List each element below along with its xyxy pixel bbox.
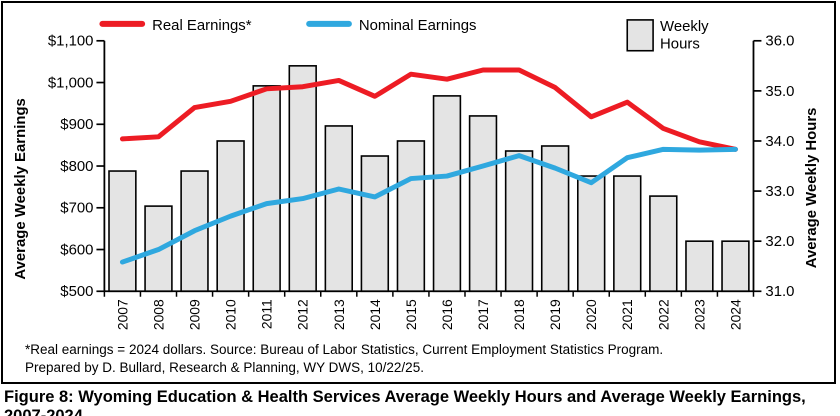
- bar-weekly-hours-2012: [288, 65, 317, 293]
- left-axis-label-800: $800: [60, 159, 93, 175]
- x-axis-year-label-2021: 2021: [619, 299, 635, 330]
- legend-real-earnings-label: Real Earnings*: [152, 18, 252, 34]
- bar-weekly-hours-2011: [252, 85, 281, 293]
- x-axis-year-label-2022: 2022: [655, 299, 671, 330]
- bar-weekly-hours-2018: [504, 150, 534, 293]
- x-axis-year-label-2013: 2013: [331, 299, 347, 330]
- source-note-line1: *Real earnings = 2024 dollars. Source: B…: [25, 342, 664, 357]
- x-axis-year-label-2018: 2018: [511, 299, 527, 330]
- bar-weekly-hours-2023: [685, 240, 714, 293]
- chart-frame: $500 $600 $700 $800 $900 $1,000 $1,100 31.0 32.0…: [1, 1, 836, 384]
- figure-caption: Figure 8: Wyoming Education & Health Ser…: [4, 388, 806, 416]
- x-axis-year-label-2012: 2012: [295, 299, 311, 330]
- left-axis-label-900: $900: [60, 117, 93, 133]
- left-axis-label-1000: $1,000: [48, 76, 94, 92]
- bar-weekly-hours-2007: [108, 170, 137, 293]
- right-axis-title: Average Weekly Hours: [804, 108, 820, 269]
- legend-weekly-hours-label-line1: Weekly: [660, 19, 709, 35]
- right-axis-label-35.0: 35.0: [765, 84, 794, 100]
- x-axis-year-label-2020: 2020: [583, 299, 599, 330]
- x-axis-year-label-2007: 2007: [114, 299, 130, 330]
- x-axis-year-label-2008: 2008: [150, 299, 166, 330]
- left-axis-label-600: $600: [60, 242, 93, 258]
- bar-weekly-hours-2017: [468, 115, 498, 293]
- left-axis-title: Average Weekly Earnings: [13, 98, 29, 279]
- legend-weekly-hours-label-line2: Hours: [660, 37, 700, 53]
- bar-weekly-hours-2024: [721, 240, 750, 293]
- x-axis-year-label-2010: 2010: [223, 299, 239, 330]
- bar-weekly-hours-2013: [324, 125, 353, 293]
- left-axis-label-700: $700: [60, 201, 93, 217]
- legend-nominal-earnings-label: Nominal Earnings: [359, 18, 477, 34]
- chart-canvas: $500 $600 $700 $800 $900 $1,000 $1,100 31.0 32.0…: [13, 18, 820, 330]
- x-axis-year-label-2024: 2024: [727, 299, 743, 330]
- bar-weekly-hours-2016: [432, 95, 462, 293]
- x-axis-year-label-2019: 2019: [547, 299, 563, 330]
- left-axis-label-1100: $1,100: [48, 34, 94, 50]
- right-axis-label-36.0: 36.0: [765, 34, 794, 50]
- right-axis-label-31.0: 31.0: [765, 284, 794, 300]
- bar-weekly-hours-2022: [649, 195, 678, 293]
- x-axis-year-label-2023: 2023: [691, 299, 707, 330]
- x-axis-year-label-2015: 2015: [403, 299, 419, 330]
- bar-weekly-hours-2014: [360, 155, 390, 293]
- real-earnings-line: [119, 67, 738, 152]
- nominal-earnings-line: [119, 146, 738, 265]
- right-axis-label-32.0: 32.0: [765, 234, 794, 250]
- x-axis-year-label-2009: 2009: [187, 299, 203, 330]
- bar-weekly-hours-2021: [613, 175, 642, 293]
- left-axis-label-500: $500: [60, 284, 93, 300]
- source-note: *Real earnings = 2024 dollars. Source: B…: [25, 341, 663, 377]
- legend-weekly-hours-swatch-icon: [626, 19, 654, 52]
- right-axis-label-33.0: 33.0: [765, 184, 794, 200]
- x-axis-year-label-2011: 2011: [259, 299, 275, 329]
- x-axis-year-label-2017: 2017: [475, 299, 491, 330]
- x-axis-year-label-2016: 2016: [439, 299, 455, 330]
- bar-weekly-hours-2015: [396, 140, 426, 293]
- right-axis-label-34.0: 34.0: [765, 134, 794, 150]
- bar-weekly-hours-2020: [576, 175, 606, 293]
- source-note-line2: Prepared by D. Bullard, Research & Plann…: [25, 360, 424, 375]
- x-axis-year-label-2014: 2014: [367, 299, 383, 330]
